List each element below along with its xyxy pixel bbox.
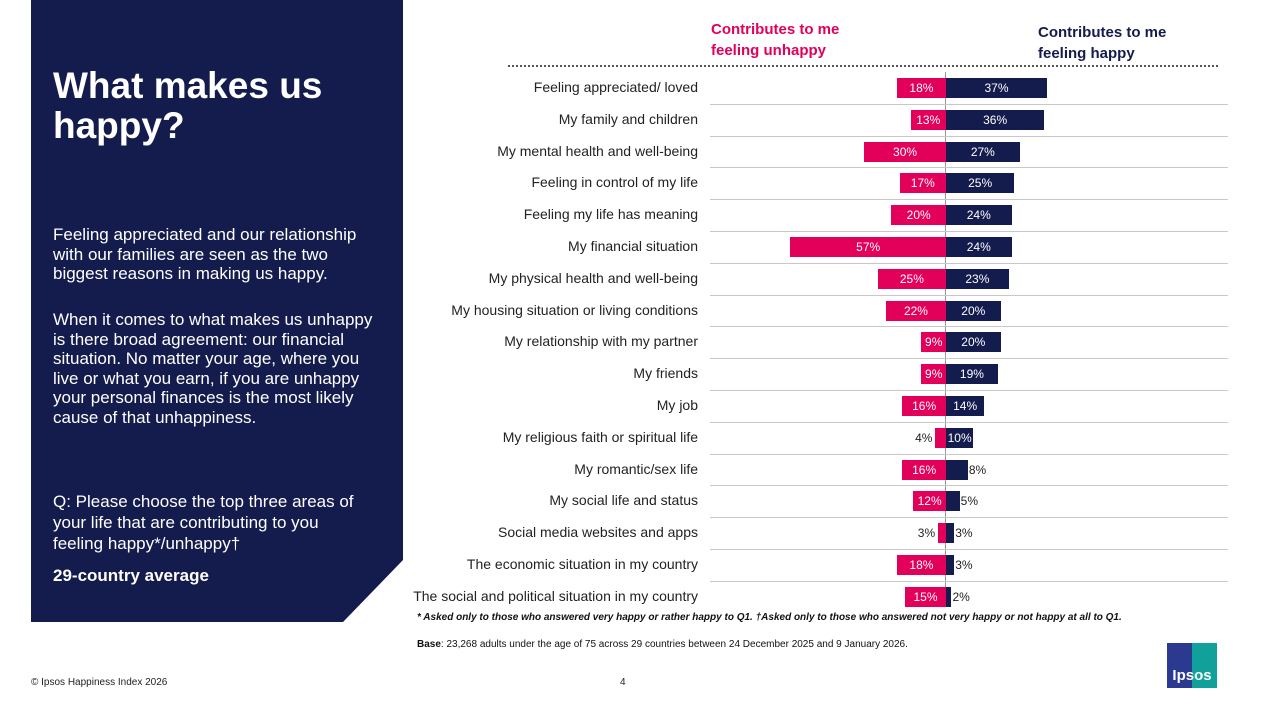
category-label: Social media websites and apps	[497, 524, 698, 541]
row-divider	[710, 358, 1228, 360]
row-divider	[710, 549, 1228, 550]
category-label: Feeling in control of my life	[531, 174, 698, 191]
row-divider	[710, 135, 1228, 137]
summary-paragraph-2: When it comes to what makes us unhappy i…	[53, 310, 373, 427]
category-label: My social life and status	[549, 492, 698, 509]
category-label: My housing situation or living condition…	[451, 301, 698, 318]
question-text: Q: Please choose the top three areas of …	[53, 492, 354, 553]
bar-unhappy	[935, 427, 946, 448]
label-happy: 8%	[968, 462, 987, 477]
average-label: 29-country average	[53, 566, 209, 585]
bar-unhappy-label: 9%	[921, 332, 946, 353]
base-label: Base	[417, 639, 441, 650]
legend-unhappy: Contributes to me feeling unhappy	[711, 21, 840, 59]
bar-unhappy-label: 9%	[921, 364, 946, 385]
ipsos-logo: Ipsos	[1167, 643, 1217, 688]
bar-unhappy-label: 16%	[902, 396, 946, 416]
bar-unhappy-label: 16%	[902, 459, 946, 480]
category-label: My job	[656, 397, 698, 413]
bar-unhappy-label: 18%	[896, 555, 946, 575]
category-label: Feeling my life has meaning	[523, 206, 698, 223]
page-title: What makes us happy?	[53, 65, 323, 146]
bar-happy	[946, 586, 952, 607]
bar-unhappy-label: 13%	[910, 109, 946, 130]
label-unhappy: 3%	[917, 526, 936, 541]
row-divider	[710, 231, 1228, 232]
base-text: : 23,268 adults under the age of 75 acro…	[440, 639, 908, 650]
label-happy: 3%	[955, 526, 973, 541]
label-happy: 3%	[955, 558, 973, 572]
bar-happy: 10%	[946, 427, 974, 448]
row-divider	[710, 199, 1228, 201]
summary-panel: What makes us happy? Feeling appreciated…	[31, 0, 403, 622]
bar-happy: 23%	[946, 268, 1009, 289]
legend-happy: Contributes to me feeling happy	[1038, 24, 1167, 62]
category-label: My religious faith or spiritual life	[502, 428, 698, 445]
bar-happy: 24%	[946, 205, 1012, 226]
category-label: My relationship with my partner	[504, 333, 698, 350]
bar-unhappy-label: 12%	[913, 491, 946, 512]
bar-unhappy	[937, 523, 946, 544]
bar-happy: 37%	[946, 78, 1047, 98]
copyright: © Ipsos Happiness Index 2026	[31, 677, 168, 688]
row-divider	[710, 294, 1228, 296]
row-divider	[710, 262, 1228, 264]
header-divider	[508, 65, 1218, 67]
label-unhappy: 4%	[915, 430, 933, 445]
base-note: Base: 23,268 adults under the age of 75 …	[417, 639, 908, 650]
bar-unhappy-label: 25%	[877, 268, 946, 289]
row-divider	[710, 103, 1228, 105]
bar-happy: 36%	[946, 109, 1045, 130]
bar-unhappy-label: 15%	[905, 586, 946, 607]
summary-paragraph-1: Feeling appreciated and our relationship…	[53, 225, 357, 283]
row-divider	[710, 453, 1228, 455]
row-divider	[710, 421, 1228, 423]
row-divider	[710, 517, 1228, 519]
bar-unhappy-label: 22%	[885, 300, 946, 321]
category-label: My financial situation	[568, 238, 698, 254]
bar-happy	[946, 459, 968, 480]
row-divider	[710, 326, 1228, 328]
bar-happy: 20%	[946, 332, 1001, 353]
bar-happy: 19%	[946, 364, 998, 385]
page-number: 4	[620, 677, 626, 688]
label-happy: 5%	[960, 494, 978, 509]
bar-happy	[946, 491, 960, 512]
row-divider	[710, 167, 1228, 169]
category-label: My mental health and well-being	[497, 142, 698, 159]
bar-unhappy-label: 57%	[790, 237, 946, 257]
footnote: * Asked only to those who answered very …	[417, 612, 1122, 623]
row-divider	[710, 390, 1228, 391]
category-label: Feeling appreciated/ loved	[533, 79, 698, 95]
category-label: My physical health and well-being	[488, 269, 698, 286]
bar-happy	[946, 555, 955, 575]
category-label: The economic situation in my country	[466, 556, 698, 572]
bar-happy: 25%	[946, 173, 1015, 194]
category-label: The social and political situation in my…	[413, 587, 698, 604]
bar-unhappy-label: 30%	[864, 141, 946, 162]
bar-happy: 27%	[946, 141, 1020, 162]
category-label: My family and children	[558, 110, 698, 127]
category-label: My friends	[633, 365, 698, 382]
bar-unhappy-label: 18%	[896, 78, 946, 98]
bar-happy	[946, 523, 955, 544]
bar-unhappy-label: 20%	[891, 205, 946, 226]
bar-unhappy-label: 17%	[899, 173, 946, 194]
label-happy: 2%	[952, 589, 970, 604]
row-divider	[710, 485, 1228, 487]
bar-happy: 14%	[946, 396, 985, 416]
category-label: My romantic/sex life	[574, 460, 698, 477]
bar-happy: 20%	[946, 300, 1001, 321]
bar-happy: 24%	[946, 237, 1012, 257]
row-divider	[710, 580, 1228, 582]
